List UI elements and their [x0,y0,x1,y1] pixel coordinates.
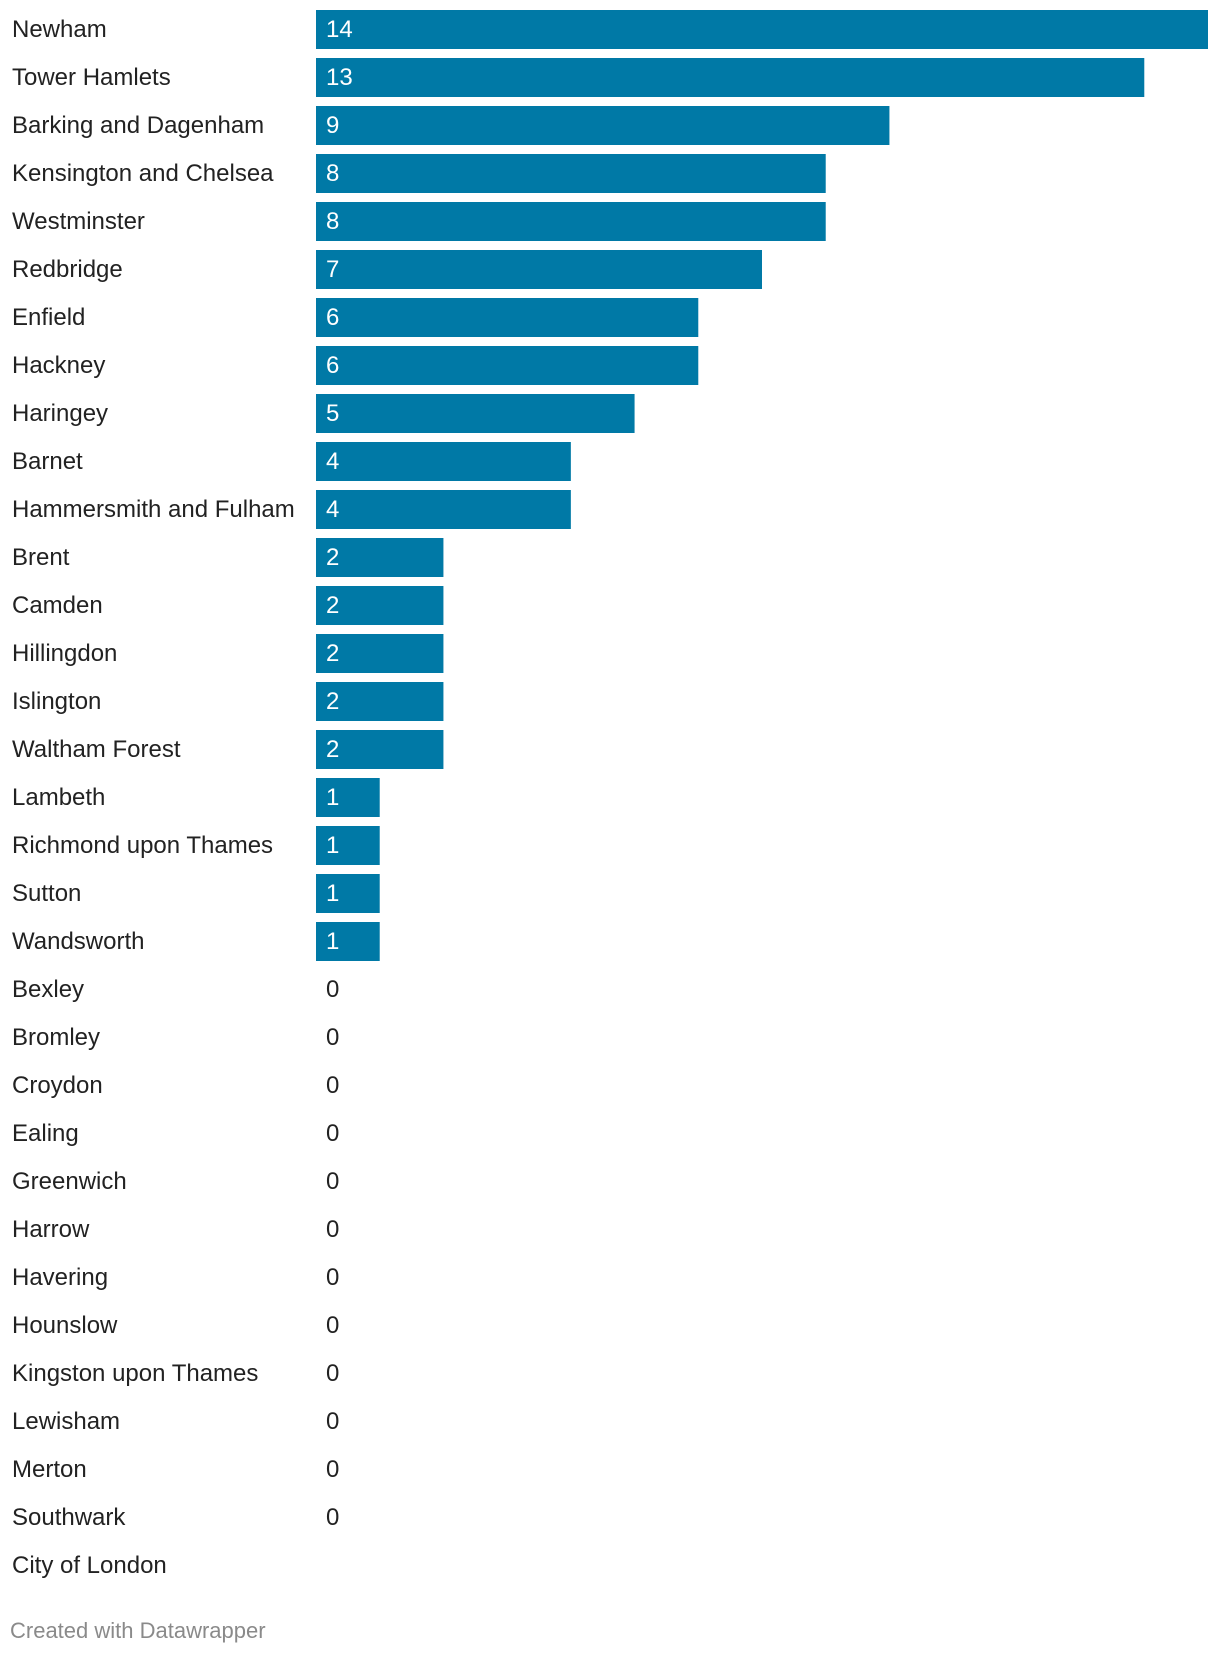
value-label: 7 [326,256,339,283]
value-label: 4 [326,496,339,523]
bar [316,298,699,337]
category-label: Merton [12,1456,87,1483]
bar [316,394,635,433]
value-label: 1 [326,832,339,859]
value-label: 2 [326,592,339,619]
category-label: Barnet [12,448,83,475]
value-label: 0 [326,1024,339,1051]
bar [316,874,380,913]
category-label: Hillingdon [12,640,117,667]
value-label: 4 [326,448,339,475]
category-label: Kingston upon Thames [12,1360,258,1387]
value-label: 0 [326,1120,339,1147]
value-label: 0 [326,1216,339,1243]
value-label: 8 [326,208,339,235]
category-label: City of London [12,1552,167,1579]
category-label: Greenwich [12,1168,127,1195]
bar [316,826,380,865]
value-label: 0 [326,1360,339,1387]
bar [316,346,699,385]
bar [316,58,1145,97]
category-label: Enfield [12,304,85,331]
value-label: 0 [326,1072,339,1099]
category-label: Tower Hamlets [12,64,171,91]
bar [316,490,571,529]
value-label: 1 [326,928,339,955]
bar [316,202,826,241]
category-label: Bexley [12,976,84,1003]
category-label: Croydon [12,1072,103,1099]
bar [316,586,444,625]
value-label: 1 [326,880,339,907]
bar [316,778,380,817]
value-label: 5 [326,400,339,427]
bar [316,634,444,673]
category-label: Newham [12,16,107,43]
category-label: Lambeth [12,784,105,811]
value-label: 13 [326,64,353,91]
category-label: Islington [12,688,101,715]
bar [316,538,444,577]
category-label: Bromley [12,1024,100,1051]
bar [316,250,762,289]
category-label: Brent [12,544,70,571]
value-label: 6 [326,304,339,331]
value-label: 0 [326,1456,339,1483]
category-label: Wandsworth [12,928,145,955]
category-label: Haringey [12,400,108,427]
category-label: Hammersmith and Fulham [12,496,295,523]
value-label: 14 [326,16,353,43]
category-label: Richmond upon Thames [12,832,273,859]
category-label: Redbridge [12,256,123,283]
value-label: 2 [326,640,339,667]
value-label: 0 [326,976,339,1003]
category-label: Waltham Forest [12,736,181,763]
category-label: Ealing [12,1120,79,1147]
category-label: Barking and Dagenham [12,112,264,139]
value-label: 6 [326,352,339,379]
bar [316,682,444,721]
category-label: Hounslow [12,1312,118,1339]
category-label: Sutton [12,880,81,907]
category-label: Kensington and Chelsea [12,160,274,187]
category-label: Westminster [12,208,145,235]
bar [316,730,444,769]
category-label: Lewisham [12,1408,120,1435]
value-label: 0 [326,1408,339,1435]
value-label: 2 [326,736,339,763]
value-label: 0 [326,1312,339,1339]
bar [316,922,380,961]
value-label: 0 [326,1504,339,1531]
value-label: 2 [326,544,339,571]
category-label: Havering [12,1264,108,1291]
category-label: Harrow [12,1216,90,1243]
datawrapper-credit: Created with Datawrapper [10,1618,266,1643]
value-label: 2 [326,688,339,715]
value-label: 0 [326,1168,339,1195]
category-label: Hackney [12,352,105,379]
category-label: Camden [12,592,103,619]
bar [316,10,1208,49]
value-label: 9 [326,112,339,139]
bar [316,154,826,193]
value-label: 0 [326,1264,339,1291]
value-label: 8 [326,160,339,187]
value-label: 1 [326,784,339,811]
bar [316,442,571,481]
bar [316,106,890,145]
category-label: Southwark [12,1504,126,1531]
